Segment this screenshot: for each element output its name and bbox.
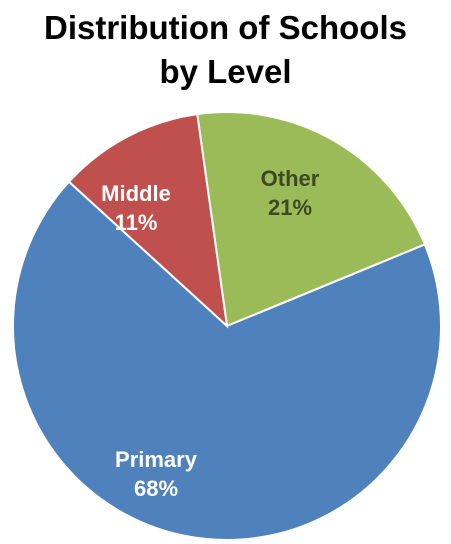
- slice-label-name: Other: [261, 166, 320, 191]
- slice-label-other: Other 21%: [261, 166, 320, 220]
- pie-slice-primary: [12, 180, 442, 541]
- chart-title-line-1: Distribution of Schools: [44, 9, 407, 46]
- pie-slices: [12, 111, 442, 541]
- slice-label-percent: 68%: [134, 476, 178, 501]
- slice-label-middle: Middle 11%: [101, 181, 171, 235]
- pie-labels: Other 21% Primary 68% Middle 11%: [101, 166, 320, 501]
- chart-title: Distribution of Schools by Level: [0, 6, 451, 94]
- chart-title-line-2: by Level: [159, 53, 292, 90]
- slice-label-percent: 21%: [268, 195, 312, 220]
- pie-slice-middle: [67, 112, 229, 329]
- slice-label-name: Primary: [115, 447, 198, 472]
- slice-label-percent: 11%: [115, 210, 158, 235]
- pie-slice-other: [196, 111, 427, 328]
- slice-label-name: Middle: [101, 181, 171, 206]
- slice-label-primary: Primary 68%: [115, 447, 198, 501]
